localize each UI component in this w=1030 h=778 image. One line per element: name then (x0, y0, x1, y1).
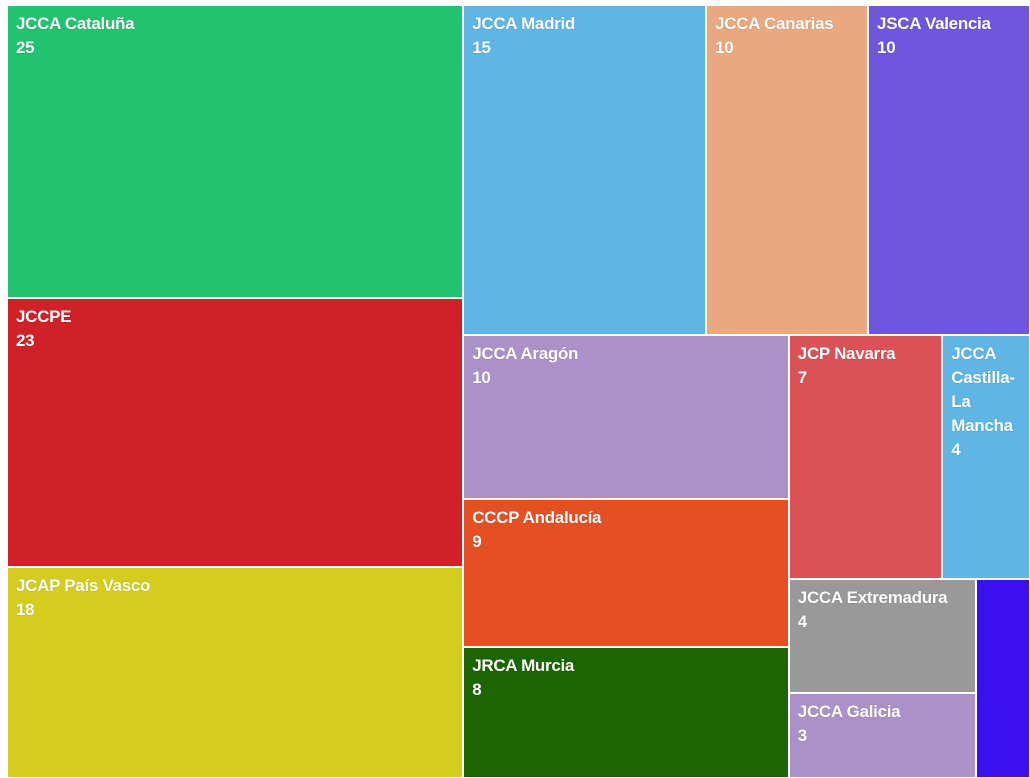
treemap-cell: JCCA Madrid 15 (463, 5, 707, 335)
cell-label: JCCA Madrid (472, 14, 575, 33)
cell-value: 4 (797, 611, 807, 631)
treemap-cell: JCCA Extremadura 4 (788, 578, 977, 693)
treemap-cell: CCCP Andalucía 9 (463, 499, 789, 647)
treemap-cell: JCAP País Vasco 18 (7, 567, 464, 778)
treemap-cell: JSCA Valencia 10 (868, 5, 1030, 335)
cell-label: JCP Navarra (797, 343, 896, 363)
cell-label: JCAP País Vasco (16, 576, 151, 596)
cell-value: 15 (472, 38, 491, 57)
cell-label: JCCA Canarias (715, 14, 834, 33)
cell-value: 3 (797, 725, 807, 745)
treemap-cell: JCCA Canarias 10 (706, 5, 869, 335)
cell-label: JCCPE (16, 306, 72, 326)
cell-value: 10 (472, 367, 491, 387)
cell-value: 23 (16, 330, 35, 350)
cell-value: 10 (877, 38, 896, 57)
treemap-cell: JCCA Castilla-La Mancha 4 (942, 334, 1030, 579)
cell-label: JCCA Castilla-La Mancha (951, 343, 1015, 435)
cell-label: JSCA Valencia (877, 14, 991, 33)
cell-label: JCCA Cataluña (16, 14, 135, 33)
cell-label: JCCA Aragón (472, 343, 579, 363)
cell-value: 7 (797, 367, 807, 387)
treemap-cell: JCCA Aragón 10 (463, 334, 789, 500)
treemap-cell: JCCA Galicia 3 (788, 692, 977, 778)
cell-label: JCCA Extremadura (797, 587, 948, 607)
treemap-cell: JCCPE 23 (7, 297, 464, 568)
cell-value: 25 (16, 38, 35, 57)
cell-value: 4 (951, 439, 961, 459)
cell-label: JRCA Murcia (472, 655, 575, 675)
treemap-cell (976, 578, 1030, 778)
cell-value: 10 (715, 38, 734, 57)
treemap-cell: JCCA Cataluña 25 (7, 5, 464, 298)
treemap-cell: JCP Navarra 7 (788, 334, 943, 579)
cell-value: 8 (472, 679, 482, 699)
cell-label: CCCP Andalucía (472, 508, 602, 528)
treemap-cell: JRCA Murcia 8 (463, 646, 789, 778)
cell-value: 18 (16, 600, 35, 620)
cell-label: JCCA Galicia (797, 701, 901, 721)
cell-value: 9 (472, 532, 482, 552)
